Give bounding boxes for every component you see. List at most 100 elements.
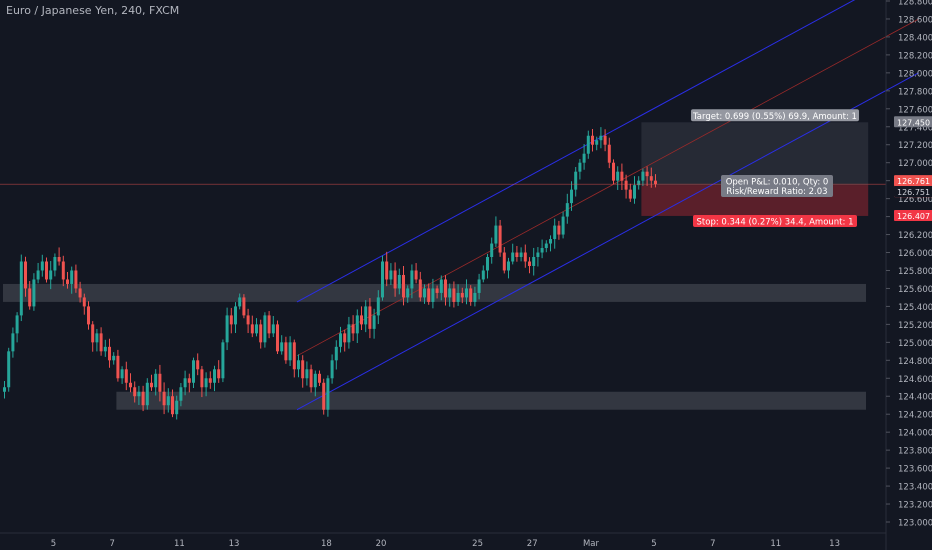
candle-body [74,270,78,289]
candle-body [246,315,250,325]
candle-body [389,270,393,280]
candle-body [175,400,179,415]
candle-body [95,333,99,343]
candle-body [381,261,384,298]
stop-price-label: 126.407 [897,212,930,221]
zone-0 [3,283,866,302]
price-tick-label: 127.400 [898,123,932,133]
price-tick-label: 125.200 [898,321,932,331]
candle-body [540,248,544,253]
candle-body [616,171,620,181]
time-tick-label: 25 [472,539,483,549]
candle-body [267,315,271,334]
candle-body [414,270,418,280]
price-tick-label: 123.800 [898,447,932,457]
candle-body [99,333,103,352]
candle-body [502,252,506,271]
candle-body [129,382,132,388]
support-resistance-zones [3,283,866,410]
price-tick-label: 123.200 [898,501,932,511]
long-position-tool[interactable] [641,122,869,216]
price-tick-label: 128.200 [898,51,932,61]
channel-lower-line [296,72,919,411]
candle-body [334,346,338,361]
price-tick-label: 125.600 [898,285,932,295]
candle-body [364,306,368,325]
time-tick-label: 13 [829,539,840,549]
candle-body [162,391,166,406]
candle-body [171,396,174,415]
candle-body [141,391,145,406]
candle-body [297,360,300,370]
entry-price-label: 126.751 [897,188,930,197]
candle-body [351,324,355,334]
price-tick-label: 128.800 [898,0,932,8]
candle-body [406,288,410,298]
candle-body [158,373,162,392]
candle-body [150,382,153,388]
candle-body [607,144,611,163]
candle-body [477,279,481,293]
candle-body [238,297,242,307]
candle-body [49,270,53,280]
candle-body [435,288,439,293]
price-tick-label: 127.200 [898,141,932,151]
candle-body [313,373,317,388]
time-tick-label: 20 [376,539,387,549]
candle-body [486,257,489,271]
candle-body [549,239,552,244]
candle-body [32,279,36,307]
candle-body [204,378,208,388]
channel-mid-line [296,18,919,357]
candle-body [528,261,531,266]
rr-label: Risk/Reward Ratio: 2.03 [726,187,827,197]
candle-body [137,391,141,397]
candle-body [87,306,90,325]
candle-body [108,346,111,361]
price-tick-label: 124.200 [898,411,932,421]
price-tick-label: 125.400 [898,303,932,313]
candle-body [28,288,32,307]
candle-body [213,369,216,383]
candle-body [326,378,330,410]
candle-body [301,360,305,379]
parallel-channel[interactable] [296,0,919,411]
price-axis[interactable]: 128.800 128.600 128.400 128.200 128.000 127.8… [885,0,932,550]
candle-body [561,216,565,235]
candle-body [45,261,48,280]
candle-body [469,288,473,302]
candle-body [7,351,11,388]
candle-body [574,171,578,190]
time-tick-label: 7 [710,539,715,549]
pnl-box [721,175,833,198]
time-tick-label: 18 [321,539,332,549]
candle-body [649,176,653,181]
price-tick-label: 128.000 [898,69,932,79]
candle-body [603,135,607,145]
price-tick-label: 123.600 [898,465,932,475]
candle-body [418,279,422,298]
price-tick-label: 125.800 [898,267,932,277]
candle-body [221,342,225,379]
candle-body [494,225,498,244]
symbol-title: Euro / Japanese Yen, 240, FXCM [6,4,180,17]
pnl-label: Open P&L: 0.010, Qty: 0 [726,178,829,188]
candle-body [565,203,569,217]
candle-body [78,288,82,298]
candle-body [250,324,254,334]
candle-body [507,261,510,271]
time-tick-label: 5 [51,539,56,549]
candle-body [3,387,6,392]
time-axis[interactable]: 5 7 11 13 18 20 25 27 Mar 5 7 11 13 [0,532,886,549]
candle-body [591,135,594,145]
candle-body [355,315,359,334]
candle-body [444,279,447,298]
candle-body [641,171,645,181]
candle-body [145,382,149,406]
candle-body [234,306,237,325]
candle-body [511,252,515,262]
time-tick-label: 13 [229,539,240,549]
candle-body [53,257,57,271]
candle-body [36,270,40,280]
